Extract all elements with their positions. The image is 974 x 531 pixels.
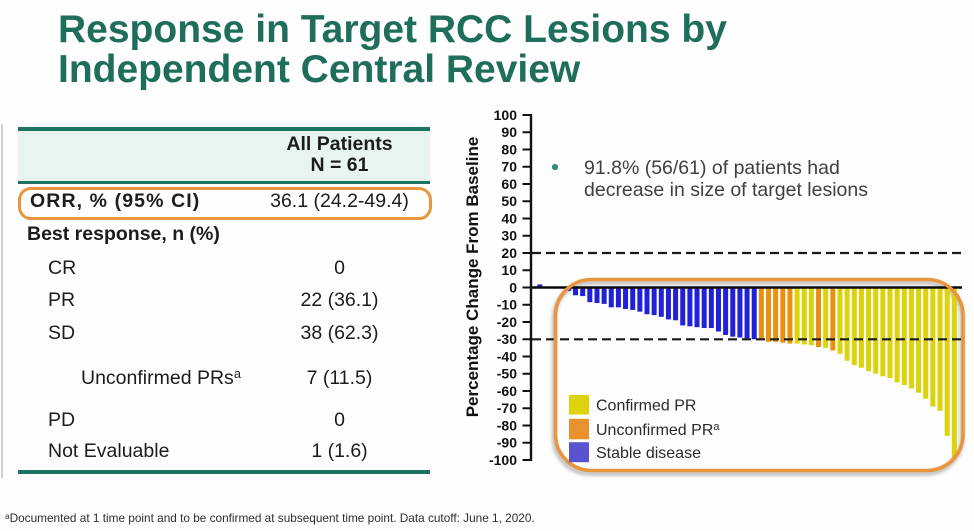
svg-text:-90: -90 <box>497 435 517 451</box>
svg-text:60: 60 <box>501 176 517 192</box>
svg-text:0: 0 <box>509 279 517 295</box>
svg-text:Stable disease: Stable disease <box>596 445 701 462</box>
svg-text:Confirmed PR: Confirmed PR <box>596 398 696 415</box>
svg-text:90: 90 <box>501 124 517 140</box>
svg-text:Unconfirmed PRa: Unconfirmed PRa <box>596 421 720 439</box>
svg-text:50: 50 <box>501 193 517 209</box>
svg-text:-20: -20 <box>497 314 517 330</box>
svg-text:70: 70 <box>501 159 517 175</box>
svg-text:10: 10 <box>501 262 517 278</box>
svg-text:-100: -100 <box>489 452 517 468</box>
svg-text:-80: -80 <box>497 417 517 433</box>
svg-text:100: 100 <box>494 107 518 123</box>
svg-text:-50: -50 <box>497 366 517 382</box>
svg-text:-10: -10 <box>497 297 517 313</box>
svg-text:40: 40 <box>501 210 517 226</box>
svg-text:-70: -70 <box>497 400 517 416</box>
svg-text:-30: -30 <box>497 331 517 347</box>
svg-text:-60: -60 <box>497 383 517 399</box>
svg-text:30: 30 <box>501 228 517 244</box>
svg-text:20: 20 <box>501 245 517 261</box>
svg-text:Percentage Change From Baselin: Percentage Change From Baseline <box>463 137 482 418</box>
svg-text:80: 80 <box>501 141 517 157</box>
svg-text:-40: -40 <box>497 348 517 364</box>
